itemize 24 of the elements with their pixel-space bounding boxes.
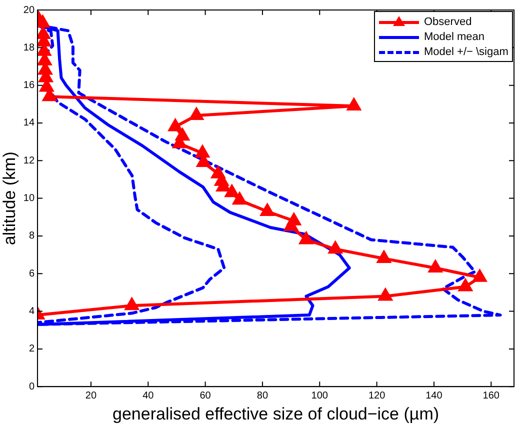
y-tick-label: 6 xyxy=(28,268,35,280)
x-tick-label: 120 xyxy=(368,390,386,402)
x-tick-label: 100 xyxy=(311,390,328,402)
x-tick-label: 20 xyxy=(85,390,97,402)
y-tick-label: 0 xyxy=(28,381,35,392)
y-tick-label: 12 xyxy=(23,155,35,166)
x-tick-label: 60 xyxy=(200,390,212,402)
y-tick-label: 8 xyxy=(28,230,35,242)
x-axis-title: generalised effective size of cloud−ice (µm) xyxy=(112,404,440,424)
y-tick-label: 2 xyxy=(28,344,35,355)
x-tick-label: 40 xyxy=(142,390,154,402)
legend-label: Model mean xyxy=(424,30,485,42)
y-tick-label: 10 xyxy=(23,193,35,204)
y-tick-label: 20 xyxy=(23,4,35,16)
x-tick-label: 140 xyxy=(426,390,443,402)
x-tick-label: 160 xyxy=(482,390,500,402)
legend-label: Observed xyxy=(424,16,472,28)
x-tick-label: 80 xyxy=(256,390,268,402)
legend-label: Model +/− \sigam xyxy=(424,46,508,58)
y-tick-label: 16 xyxy=(23,80,35,92)
y-tick-label: 14 xyxy=(23,118,35,129)
y-tick-label: 4 xyxy=(28,306,35,318)
y-tick-label: 18 xyxy=(23,42,35,54)
y-axis-title: altitude (km) xyxy=(0,152,19,246)
